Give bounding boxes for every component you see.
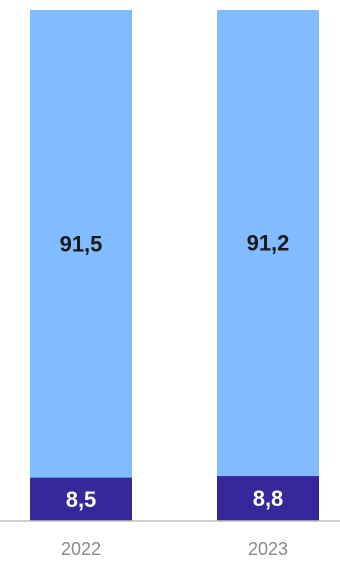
data-label-2022-1: 91,5 [60,231,103,256]
data-labels-layer: 8,5 91,5 8,8 91,2 [60,231,290,512]
data-label-2023-1: 91,2 [247,231,290,256]
bar-segment-2023-1 [217,10,319,477]
category-labels-layer: 2022 2023 [61,539,288,559]
category-label-2023: 2023 [248,539,288,559]
bars-layer [30,10,319,521]
bar-segment-2023-0 [217,476,319,521]
category-label-2022: 2022 [61,539,101,559]
data-label-2022-0: 8,5 [66,487,97,512]
data-label-2023-0: 8,8 [253,486,284,511]
bar-segment-2022-0 [30,477,132,521]
bar-segment-2022-1 [30,10,132,478]
